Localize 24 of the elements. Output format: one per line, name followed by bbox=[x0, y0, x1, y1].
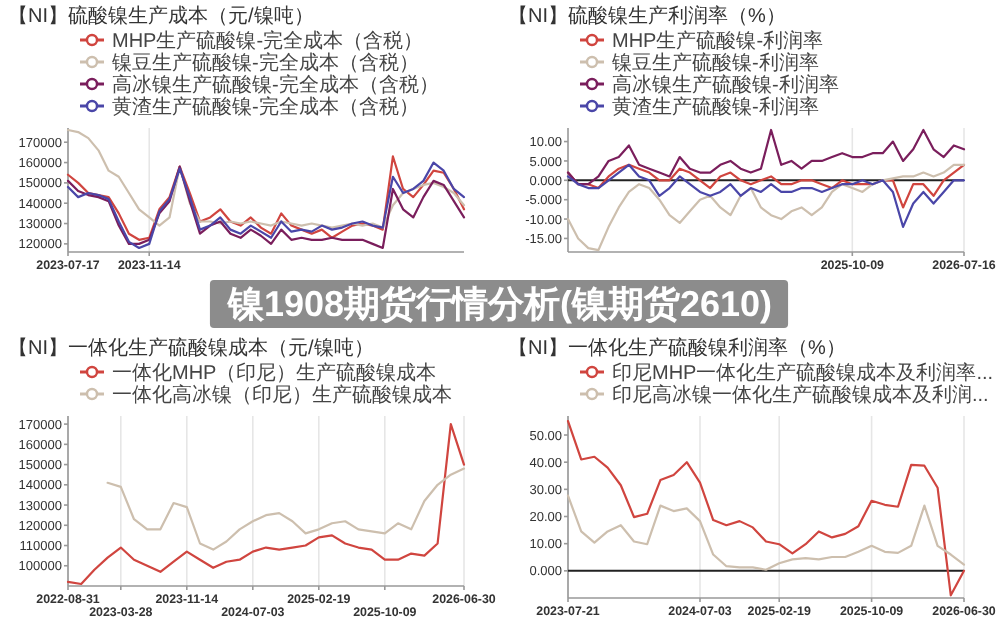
line-series bbox=[566, 494, 966, 571]
legend-label: 镍豆生产硫酸镍-利润率 bbox=[610, 51, 819, 75]
legend-label: 一体化高冰镍（印尼）生产硫酸镍成本 bbox=[112, 383, 452, 407]
legend-label: MHP生产硫酸镍-利润率 bbox=[612, 29, 824, 53]
chart-title: 【NI】硫酸镍生产利润率（%） bbox=[508, 4, 786, 28]
line-series bbox=[566, 420, 966, 597]
legend-label: 高冰镍生产硫酸镍-利润率 bbox=[612, 73, 839, 97]
legend-label: 镍豆生产硫酸镍-完全成本（含税） bbox=[110, 51, 419, 75]
chart-title: 【NI】一体化生产硫酸镍利润率（%） bbox=[508, 336, 846, 360]
line-series bbox=[566, 163, 966, 228]
legend-label: 黄渣生产硫酸镍-完全成本（含税） bbox=[112, 95, 419, 119]
legend-label: 高冰镍生产硫酸镍-完全成本（含税） bbox=[112, 73, 439, 97]
line-series bbox=[566, 128, 966, 186]
line-series bbox=[66, 128, 466, 229]
line-series bbox=[66, 423, 466, 586]
legend-label: 印尼MHP一体化生产硫酸镍成本及利润率... bbox=[612, 361, 994, 385]
legend-label: 一体化MHP（印尼）生产硫酸镍成本 bbox=[112, 361, 437, 385]
chart-title: 【NI】一体化生产硫酸镍成本（元/镍吨） bbox=[8, 336, 374, 360]
legend-label: MHP生产硫酸镍-完全成本（含税） bbox=[112, 29, 424, 53]
legend-label: 黄渣生产硫酸镍-利润率 bbox=[612, 95, 819, 119]
chart-title: 【NI】硫酸镍生产成本（元/镍吨） bbox=[8, 4, 314, 28]
line-series bbox=[106, 467, 466, 551]
legend-label: 印尼高冰镍一体化生产硫酸镍成本及利润... bbox=[612, 383, 989, 407]
text: 镍1908期货行情分析(镍期货2610) bbox=[225, 284, 773, 324]
